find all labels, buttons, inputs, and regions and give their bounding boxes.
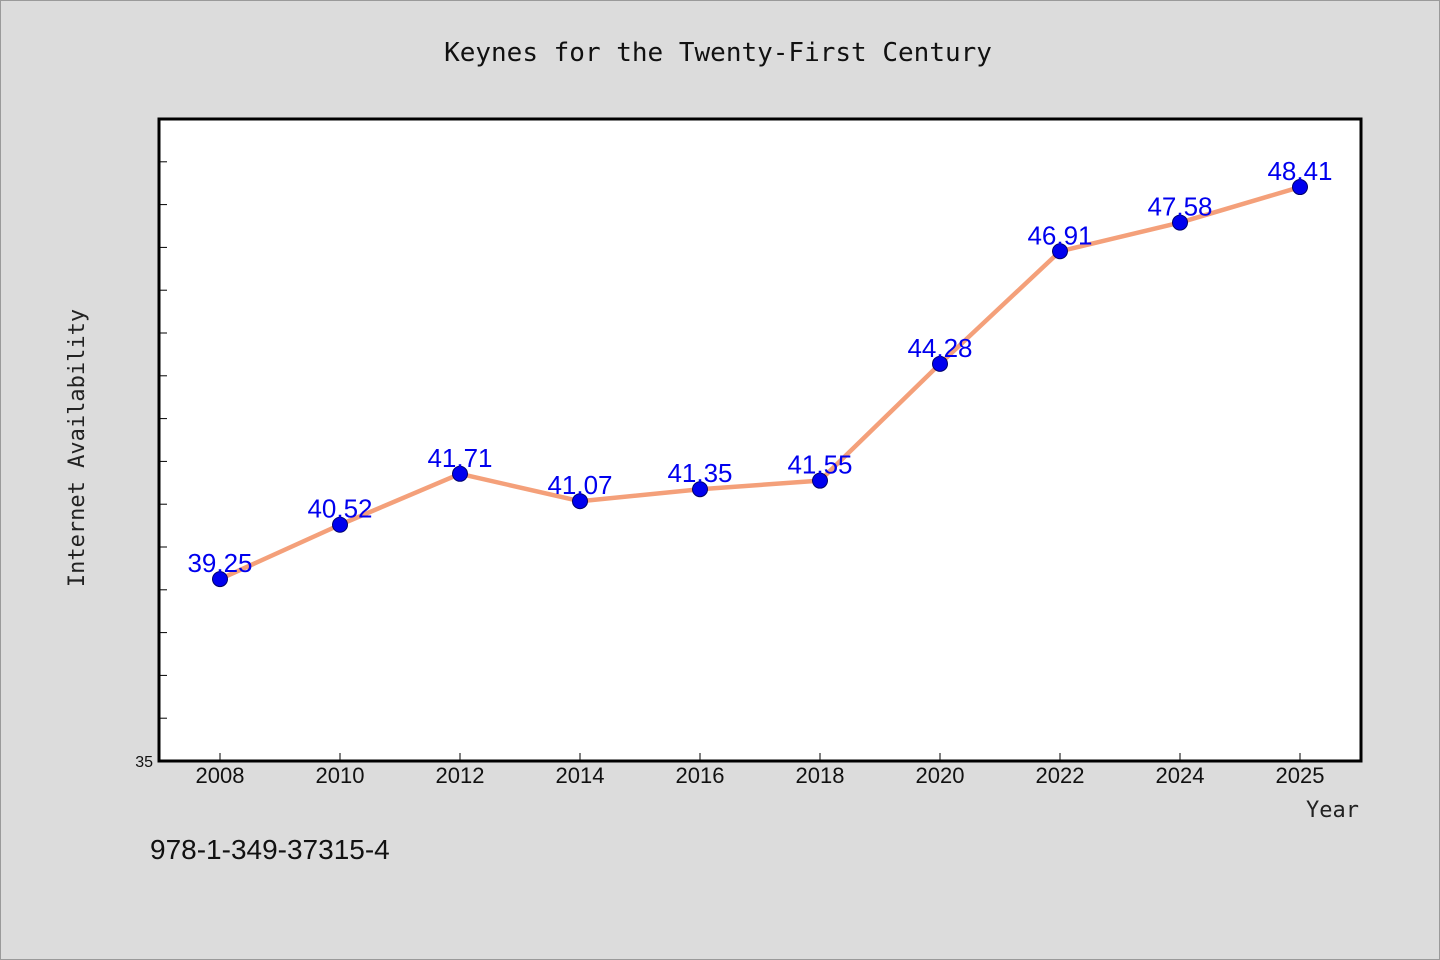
data-label: 48.41	[1267, 156, 1332, 186]
data-label: 41.35	[667, 458, 732, 488]
x-tick-label: 2010	[316, 763, 365, 788]
data-label: 40.52	[307, 494, 372, 524]
data-point	[1292, 179, 1308, 196]
y-axis-ticks	[159, 161, 167, 762]
x-tick-label: 2024	[1156, 763, 1205, 788]
chart-title: Keynes for the Twenty-First Century	[444, 38, 992, 68]
data-point	[692, 481, 708, 498]
data-point	[572, 493, 588, 510]
isbn-text: 978-1-349-37315-4	[150, 834, 390, 865]
data-label: 41.71	[427, 443, 492, 473]
data-point	[212, 571, 228, 588]
series-line	[217, 184, 1303, 582]
data-point	[932, 355, 948, 372]
data-label: 46.91	[1027, 220, 1092, 250]
x-tick-label: 2014	[556, 763, 605, 788]
x-tick-label: 2016	[676, 763, 725, 788]
data-label: 41.07	[547, 470, 612, 500]
x-tick-label: 2012	[436, 763, 485, 788]
y-tick-label: 35	[135, 754, 153, 771]
data-label: 41.55	[787, 450, 852, 480]
x-tick-label: 2018	[796, 763, 845, 788]
data-point	[812, 472, 828, 489]
data-label: 44.28	[907, 333, 972, 363]
data-labels: 39.25 40.52 41.71 41.07 41.35 41.55 44.28 46.91…	[187, 156, 1332, 578]
data-label: 39.25	[187, 548, 252, 578]
x-tick-label: 2008	[196, 763, 245, 788]
y-axis-label: Internet Availability	[65, 309, 90, 587]
data-point	[452, 465, 468, 482]
x-axis-tick-labels: 2008 2010 2012 2014 2016 2018 2020 2022 2024 2025	[196, 763, 1325, 788]
x-tick-label: 2022	[1036, 763, 1085, 788]
data-point	[1052, 243, 1068, 260]
x-tick-label: 2020	[916, 763, 965, 788]
series-markers	[212, 179, 1308, 588]
x-tick-label: 2025	[1276, 763, 1325, 788]
x-axis-label: Year	[1306, 798, 1359, 823]
y-axis-tick-labels: 35	[135, 754, 153, 771]
data-point	[1172, 214, 1188, 231]
data-label: 47.58	[1147, 192, 1212, 222]
data-point	[332, 516, 348, 533]
x-axis-ticks	[219, 753, 1301, 761]
